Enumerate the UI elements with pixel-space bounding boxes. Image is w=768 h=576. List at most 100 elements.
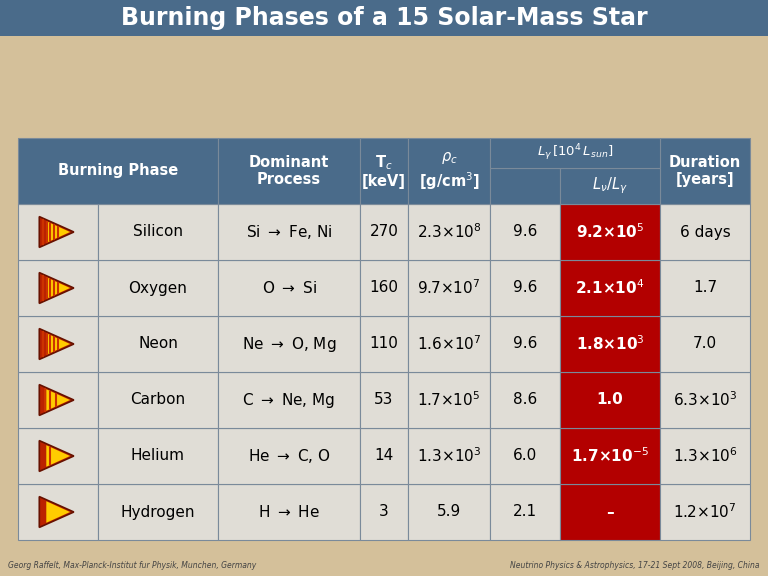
Text: Neon: Neon bbox=[138, 336, 178, 351]
Bar bbox=[560, 168, 660, 204]
Text: Georg Raffelt, Max-Planck-Institut fur Physik, Munchen, Germany: Georg Raffelt, Max-Planck-Institut fur P… bbox=[8, 561, 257, 570]
Text: 1.8×10$^{3}$: 1.8×10$^{3}$ bbox=[575, 335, 644, 353]
Polygon shape bbox=[46, 334, 70, 355]
Text: –: – bbox=[606, 505, 614, 520]
Bar bbox=[408, 372, 490, 428]
Text: 9.6: 9.6 bbox=[513, 225, 537, 240]
Text: 2.1×10$^{4}$: 2.1×10$^{4}$ bbox=[575, 279, 644, 297]
Text: 14: 14 bbox=[374, 449, 394, 464]
Bar bbox=[560, 316, 660, 372]
Text: C $\rightarrow$ Ne, Mg: C $\rightarrow$ Ne, Mg bbox=[243, 391, 336, 410]
Text: T$_c$
[keV]: T$_c$ [keV] bbox=[362, 153, 406, 189]
Bar bbox=[360, 204, 408, 260]
Text: 1.6×10$^{7}$: 1.6×10$^{7}$ bbox=[417, 335, 482, 353]
Text: Hydrogen: Hydrogen bbox=[121, 505, 195, 520]
Text: 270: 270 bbox=[369, 225, 399, 240]
Text: $L_\gamma\,[10^4\,L_{sun}]$: $L_\gamma\,[10^4\,L_{sun}]$ bbox=[537, 143, 613, 164]
Text: 160: 160 bbox=[369, 281, 399, 295]
Text: 9.6: 9.6 bbox=[513, 281, 537, 295]
Bar bbox=[98, 260, 218, 316]
Bar bbox=[660, 260, 750, 316]
Bar bbox=[408, 260, 490, 316]
Polygon shape bbox=[46, 389, 70, 411]
Bar bbox=[218, 138, 360, 204]
Text: 3: 3 bbox=[379, 505, 389, 520]
Text: Ne $\rightarrow$ O, Mg: Ne $\rightarrow$ O, Mg bbox=[242, 335, 336, 354]
Bar bbox=[490, 372, 560, 428]
Text: 1.2×10$^{7}$: 1.2×10$^{7}$ bbox=[674, 503, 737, 521]
Text: O $\rightarrow$ Si: O $\rightarrow$ Si bbox=[262, 280, 316, 296]
Bar bbox=[18, 138, 218, 204]
Polygon shape bbox=[39, 441, 74, 471]
Bar bbox=[660, 428, 750, 484]
Bar bbox=[98, 204, 218, 260]
Text: Burning Phase: Burning Phase bbox=[58, 164, 178, 179]
Bar bbox=[490, 168, 560, 204]
Bar bbox=[490, 260, 560, 316]
Text: 1.7×10$^{5}$: 1.7×10$^{5}$ bbox=[417, 391, 481, 410]
Text: Oxygen: Oxygen bbox=[128, 281, 187, 295]
Text: 2.3×10$^{8}$: 2.3×10$^{8}$ bbox=[417, 223, 482, 241]
Polygon shape bbox=[46, 445, 70, 467]
Polygon shape bbox=[39, 385, 74, 415]
Text: 8.6: 8.6 bbox=[513, 392, 537, 407]
Text: $L_\nu/L_\gamma$: $L_\nu/L_\gamma$ bbox=[592, 176, 628, 196]
Text: 9.2×10$^{5}$: 9.2×10$^{5}$ bbox=[576, 223, 644, 241]
Bar bbox=[360, 260, 408, 316]
Text: Helium: Helium bbox=[131, 449, 185, 464]
Text: 1.7: 1.7 bbox=[693, 281, 717, 295]
Bar bbox=[18, 484, 98, 540]
Bar bbox=[98, 316, 218, 372]
Polygon shape bbox=[46, 277, 70, 299]
Text: Duration
[years]: Duration [years] bbox=[669, 155, 741, 187]
Text: 6 days: 6 days bbox=[680, 225, 730, 240]
Bar bbox=[560, 428, 660, 484]
Bar bbox=[0, 0, 768, 36]
Bar bbox=[360, 316, 408, 372]
Bar bbox=[98, 372, 218, 428]
Bar bbox=[18, 316, 98, 372]
Bar bbox=[660, 138, 750, 204]
Text: 6.0: 6.0 bbox=[513, 449, 537, 464]
Bar bbox=[218, 204, 360, 260]
Bar bbox=[490, 204, 560, 260]
Bar bbox=[360, 138, 408, 204]
Bar bbox=[660, 316, 750, 372]
Polygon shape bbox=[39, 497, 74, 528]
Text: 7.0: 7.0 bbox=[693, 336, 717, 351]
Text: Silicon: Silicon bbox=[133, 225, 183, 240]
Text: 5.9: 5.9 bbox=[437, 505, 461, 520]
Text: 1.3×10$^{3}$: 1.3×10$^{3}$ bbox=[417, 446, 482, 465]
Bar bbox=[560, 260, 660, 316]
Bar bbox=[490, 484, 560, 540]
Polygon shape bbox=[46, 221, 70, 242]
Bar bbox=[360, 372, 408, 428]
Text: 2.1: 2.1 bbox=[513, 505, 537, 520]
Bar bbox=[218, 260, 360, 316]
Bar bbox=[360, 484, 408, 540]
Bar bbox=[560, 484, 660, 540]
Bar bbox=[560, 204, 660, 260]
Text: He $\rightarrow$ C, O: He $\rightarrow$ C, O bbox=[247, 447, 330, 465]
Text: 1.3×10$^{6}$: 1.3×10$^{6}$ bbox=[673, 446, 737, 465]
Text: 6.3×10$^{3}$: 6.3×10$^{3}$ bbox=[673, 391, 737, 410]
Bar bbox=[660, 372, 750, 428]
Text: $\rho_c$
[g/cm$^3$]: $\rho_c$ [g/cm$^3$] bbox=[419, 150, 479, 191]
Bar bbox=[490, 316, 560, 372]
Text: Burning Phases of a 15 Solar-Mass Star: Burning Phases of a 15 Solar-Mass Star bbox=[121, 6, 647, 30]
Bar bbox=[18, 372, 98, 428]
Bar bbox=[218, 372, 360, 428]
Text: Neutrino Physics & Astrophysics, 17-21 Sept 2008, Beijing, China: Neutrino Physics & Astrophysics, 17-21 S… bbox=[511, 561, 760, 570]
Bar bbox=[660, 484, 750, 540]
Text: Carbon: Carbon bbox=[131, 392, 186, 407]
Polygon shape bbox=[39, 328, 74, 359]
Bar bbox=[490, 428, 560, 484]
Bar bbox=[408, 316, 490, 372]
Bar bbox=[490, 138, 660, 168]
Bar bbox=[18, 260, 98, 316]
Polygon shape bbox=[39, 272, 74, 304]
Bar bbox=[360, 428, 408, 484]
Polygon shape bbox=[46, 501, 70, 523]
Bar bbox=[218, 428, 360, 484]
Text: H $\rightarrow$ He: H $\rightarrow$ He bbox=[258, 504, 320, 520]
